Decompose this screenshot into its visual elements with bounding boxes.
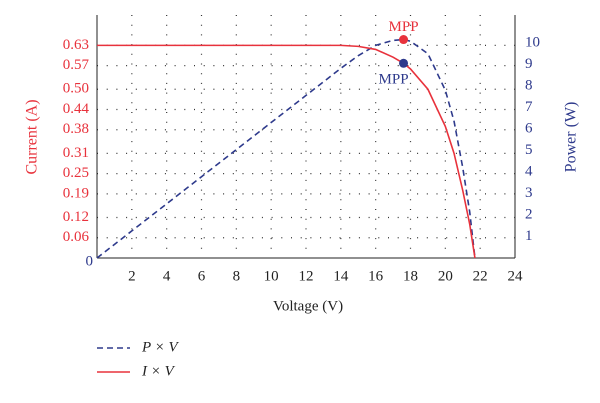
y2-tick-label: 10 — [525, 34, 540, 50]
y2-tick-label: 7 — [525, 99, 533, 115]
y2-tick-label: 3 — [525, 185, 533, 201]
x-tick-label: 24 — [508, 268, 524, 284]
y2-axis-label: Power (W) — [563, 102, 580, 173]
y-tick-label: 0.57 — [63, 57, 90, 73]
legend-label: P × V — [141, 339, 180, 355]
y2-tick-label: 8 — [525, 77, 533, 93]
y-tick-label: 0.50 — [63, 81, 89, 97]
y-tick-label: 0.31 — [63, 145, 89, 161]
x-tick-label: 4 — [163, 268, 171, 284]
y2-tick-label: 6 — [525, 120, 533, 136]
x-tick-label: 6 — [198, 268, 206, 284]
x-tick-label: 22 — [473, 268, 488, 284]
series-line — [96, 38, 476, 259]
x-tick-label: 20 — [438, 268, 453, 284]
y-tick-label: 0.12 — [63, 209, 89, 225]
y2-tick-label: 5 — [525, 142, 533, 158]
y-tick-label: 0.44 — [63, 101, 90, 117]
annotation: MPP — [379, 72, 409, 88]
x-axis-label: Voltage (V) — [273, 298, 343, 314]
x-tick-label: 0 — [86, 253, 94, 269]
x-tick-label: 2 — [128, 268, 136, 284]
legend-label: I × V — [141, 363, 176, 379]
annotation: MPP — [389, 19, 419, 35]
series-line — [97, 44, 476, 259]
y2-tick-label: 1 — [525, 228, 533, 244]
x-tick-label: 12 — [299, 268, 314, 284]
y-tick-label: 0.25 — [63, 165, 89, 181]
y-axis-label: Current (A) — [24, 99, 41, 174]
x-tick-label: 18 — [403, 268, 418, 284]
x-tick-label: 8 — [233, 268, 241, 284]
x-tick-label: 14 — [333, 268, 349, 284]
mpp-point — [399, 58, 409, 68]
y-tick-label: 0.19 — [63, 185, 89, 201]
y2-tick-label: 4 — [525, 163, 533, 179]
y-tick-label: 0.63 — [63, 37, 89, 53]
y2-tick-label: 9 — [525, 56, 533, 72]
y-tick-label: 0.38 — [63, 121, 89, 137]
mpp-point — [399, 35, 409, 45]
y-tick-label: 0.06 — [63, 229, 90, 245]
x-tick-label: 10 — [264, 268, 279, 284]
x-tick-label: 16 — [368, 268, 384, 284]
y2-tick-label: 2 — [525, 206, 533, 222]
